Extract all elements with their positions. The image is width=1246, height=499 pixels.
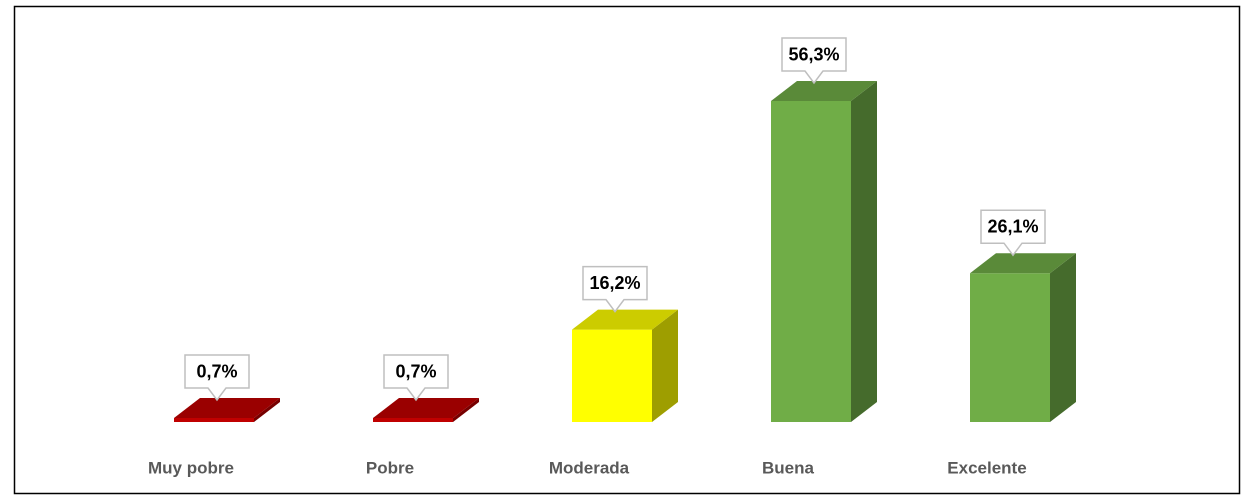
callout — [184, 354, 250, 402]
x-tick-label: Moderada — [549, 458, 630, 477]
x-tick-label: Excelente — [947, 458, 1026, 477]
bar-front — [572, 329, 652, 422]
callout — [781, 37, 847, 85]
bar-top — [373, 398, 479, 418]
bar-top — [572, 309, 678, 330]
callout — [582, 265, 648, 313]
x-tick-label: Muy pobre — [148, 458, 234, 477]
bar-top — [174, 398, 280, 418]
value-label: 26,1% — [987, 216, 1038, 236]
bar-front — [970, 273, 1050, 422]
bar-side — [1050, 253, 1076, 422]
bar-side — [453, 398, 479, 422]
bar-side — [254, 398, 280, 422]
bar-side — [851, 81, 877, 422]
value-label: 16,2% — [589, 273, 640, 293]
value-label: 56,3% — [788, 44, 839, 64]
bar-front — [174, 418, 254, 422]
bar-top — [771, 81, 877, 101]
bar-top — [970, 253, 1076, 274]
bar-front — [373, 418, 453, 422]
bar-side — [652, 309, 678, 422]
x-tick-label: Buena — [762, 458, 815, 477]
value-label: 0,7% — [395, 361, 436, 381]
callout — [383, 354, 449, 402]
callout — [980, 209, 1046, 257]
value-label: 0,7% — [196, 361, 237, 381]
bar-front — [771, 101, 851, 422]
x-tick-label: Pobre — [366, 458, 414, 477]
